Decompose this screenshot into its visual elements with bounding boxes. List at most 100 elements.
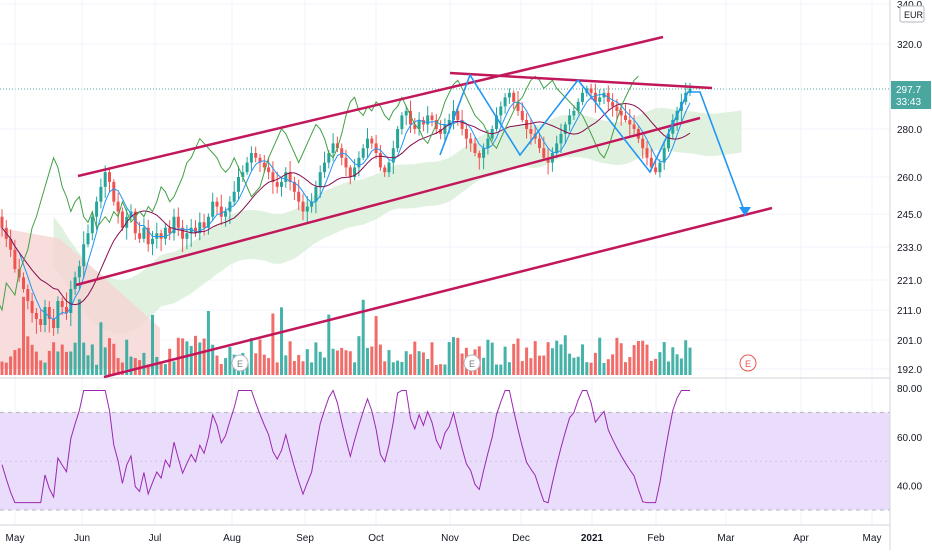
- candle-body: [512, 92, 516, 102]
- volume-bar: [202, 338, 206, 375]
- time-tick-label: Jul: [149, 533, 162, 544]
- candle-body: [378, 153, 382, 168]
- volume-bar: [434, 364, 438, 375]
- volume-bar: [0, 361, 4, 375]
- conversion-line: [1, 94, 691, 321]
- candle-body: [417, 119, 421, 129]
- candle-body: [56, 301, 60, 328]
- candle-body: [69, 289, 73, 313]
- volume-bar: [30, 344, 34, 375]
- currency-badge[interactable]: [899, 5, 925, 23]
- volume-bar: [396, 360, 400, 375]
- rsi-panel: [0, 389, 890, 511]
- volume-bar: [482, 357, 486, 375]
- candle-body: [426, 115, 430, 125]
- volume-bar: [344, 350, 348, 375]
- candle-body: [361, 148, 365, 158]
- channel-trendline: [75, 116, 701, 287]
- price-tick-label: 233.0: [897, 243, 922, 254]
- candle-body: [26, 289, 30, 301]
- volume-bar: [108, 338, 111, 375]
- volume-bar: [335, 350, 339, 375]
- candle-body: [357, 157, 361, 168]
- volume-bar: [413, 341, 417, 375]
- volume-bar: [90, 344, 94, 375]
- volume-bar: [249, 337, 253, 375]
- candle-body: [486, 138, 490, 149]
- earnings-marker[interactable]: [463, 354, 481, 372]
- volume-bar: [615, 337, 619, 375]
- volume-bar: [409, 354, 412, 375]
- volume-bar: [611, 354, 615, 375]
- candle-body: [258, 157, 262, 163]
- time-tick-label: Nov: [441, 533, 459, 544]
- volume-bar: [348, 351, 352, 375]
- candle-body: [464, 129, 468, 139]
- channel-trendline: [77, 35, 664, 178]
- candle-body: [275, 181, 279, 187]
- candle-body: [47, 307, 51, 319]
- candle-body: [120, 211, 124, 228]
- volume-bar: [357, 336, 361, 375]
- candle-body: [667, 133, 670, 149]
- candle-body: [280, 181, 283, 187]
- volume-bar: [533, 341, 537, 375]
- volume-bar: [262, 354, 266, 375]
- volume-bar: [589, 362, 593, 375]
- candle-body: [249, 153, 253, 163]
- volume-bar: [69, 351, 73, 375]
- volume-bar: [219, 363, 223, 375]
- volume-bar: [159, 362, 163, 375]
- candle-body: [542, 148, 546, 158]
- volume-bar: [624, 362, 627, 375]
- volume-bar: [301, 361, 305, 375]
- earnings-marker[interactable]: [739, 354, 757, 372]
- candle-body: [99, 186, 103, 202]
- candle-body: [314, 186, 318, 202]
- candle-body: [163, 227, 167, 239]
- currency-label: EUR: [904, 10, 924, 20]
- volume-bar: [327, 314, 331, 375]
- candle-body: [90, 216, 94, 234]
- countdown-label: 33:43: [896, 97, 921, 108]
- volume-bar: [658, 352, 662, 375]
- volume-bar: [383, 361, 387, 375]
- price-tick-label: 260.0: [897, 173, 922, 184]
- candle-body: [155, 233, 159, 239]
- volume-bar: [215, 355, 219, 375]
- candle-body: [245, 162, 249, 173]
- candle-body: [447, 119, 451, 125]
- projection-path: [439, 73, 746, 214]
- earnings-marker[interactable]: [231, 354, 249, 372]
- projection-arrowhead: [739, 207, 751, 216]
- time-tick-label: Oct: [368, 533, 384, 544]
- volume-bar: [176, 337, 180, 375]
- volume-bar: [151, 314, 154, 375]
- candle-body: [572, 110, 576, 116]
- candle-body: [176, 216, 180, 228]
- candles: [0, 82, 692, 336]
- volume-bar: [271, 313, 275, 375]
- volume-bar: [512, 343, 516, 375]
- candle-body: [443, 124, 447, 134]
- volume-bar: [353, 362, 357, 375]
- volume-bar: [133, 358, 137, 375]
- candle-body: [649, 157, 653, 168]
- channel-trendline: [103, 206, 773, 379]
- volume-bar: [546, 342, 550, 375]
- price-tick-label: 280.0: [897, 125, 922, 136]
- volume-bar: [125, 339, 129, 375]
- volume-bar: [103, 347, 107, 375]
- volume-bar: [555, 340, 559, 375]
- candle-body: [30, 301, 34, 313]
- candle-body: [9, 238, 13, 250]
- volume-bar: [606, 359, 610, 375]
- candle-body: [473, 143, 477, 153]
- candle-body: [103, 172, 107, 187]
- price-tick-label: 320.0: [897, 40, 922, 51]
- volume-bar: [593, 352, 597, 375]
- volume-bar: [99, 322, 103, 375]
- volume-bar: [142, 352, 146, 375]
- time-tick-label: 2021: [581, 533, 604, 544]
- volume-bar: [404, 351, 408, 375]
